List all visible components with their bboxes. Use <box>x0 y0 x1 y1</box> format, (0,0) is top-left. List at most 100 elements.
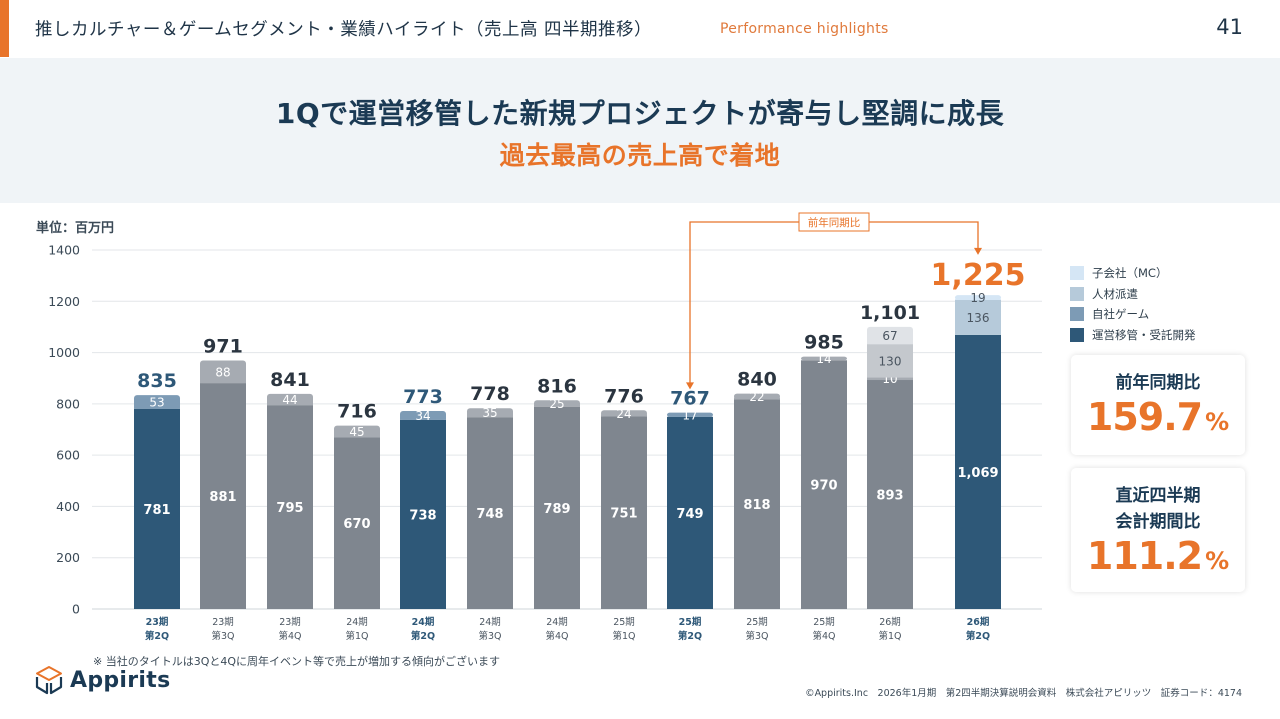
bar-segment-運営移管・受託開発 <box>334 437 380 609</box>
legend-label: 自社ゲーム <box>1092 307 1150 322</box>
bar-segment-fill <box>400 415 446 420</box>
kpi-label: 前年同期比 <box>1115 373 1201 393</box>
bar-total-label: 716 <box>337 401 377 423</box>
annotation-box <box>798 212 870 232</box>
bar-value-label: 34 <box>415 409 430 423</box>
kpi-value: 111.2% <box>1071 535 1245 582</box>
bar-total-label: 971 <box>203 336 243 358</box>
bar-segment-運営移管・受託開発 <box>467 417 513 609</box>
kpi-card-yoy: 前年同期比 159.7% <box>1071 355 1245 455</box>
logo-text: Appirits <box>70 667 171 693</box>
yoy-annotation: 前年同期比 <box>686 212 982 390</box>
x-tick-label-period: 24期 <box>546 617 568 628</box>
bar-value-label: 738 <box>409 508 436 523</box>
kpi-number: 111.2 <box>1086 534 1203 578</box>
slide-header: 推しカルチャー＆ゲームセグメント・業績ハイライト（売上高 四半期推移） Perf… <box>0 0 1280 58</box>
bar-segment-運営移管・受託開発 <box>801 360 847 609</box>
bar-value-label: 25 <box>549 397 564 411</box>
x-tick-label-quarter: 第2Q <box>678 630 702 642</box>
bar-segment-人材派遣 <box>867 344 913 378</box>
bar-value-label: 749 <box>676 507 703 522</box>
slide-subtitle: Performance highlights <box>720 21 889 37</box>
x-tick-label-period: 26期 <box>879 617 901 628</box>
y-tick-label: 800 <box>56 396 80 411</box>
page-number: 41 <box>1216 15 1243 39</box>
x-tick-label-period: 23期 <box>146 616 169 628</box>
y-tick-label: 0 <box>72 602 80 617</box>
cube-logo-icon <box>35 666 63 695</box>
bar-total-label: 841 <box>270 369 310 391</box>
bar-value-label: 45 <box>349 425 364 439</box>
legend-label: 運営移管・受託開発 <box>1092 327 1196 342</box>
headline-primary: 1Qで運営移管した新規プロジェクトが寄与し堅調に成長 <box>275 97 1005 130</box>
kpi-value: 159.7% <box>1071 396 1245 443</box>
kpi-unit: % <box>1205 408 1230 436</box>
bar-value-label: 130 <box>879 354 902 368</box>
bar-segment-運営移管・受託開発 <box>601 416 647 609</box>
x-tick-label-quarter: 第3Q <box>478 630 501 642</box>
bar-value-label: 748 <box>476 507 503 522</box>
bar-total-label: 835 <box>137 370 177 392</box>
y-tick-label: 1000 <box>48 345 80 360</box>
unit-label: 単位：百万円 <box>36 221 115 236</box>
bar-segment-自社ゲーム <box>667 412 713 417</box>
bar-total-label: 816 <box>537 375 577 397</box>
x-tick-label-quarter: 第2Q <box>145 630 169 642</box>
x-tick-label-quarter: 第3Q <box>211 630 234 642</box>
bar-value-label: 22 <box>749 390 764 404</box>
bar-segment-運営移管・受託開発 <box>667 416 713 609</box>
bar-total-label: 1,101 <box>860 302 920 324</box>
bar-segment-fill <box>534 404 580 407</box>
bar-segment-fill <box>734 397 780 400</box>
bar-segment-fill <box>467 412 513 418</box>
x-tick-label-period: 23期 <box>279 617 301 628</box>
legend-label: 子会社（MC） <box>1092 266 1168 281</box>
x-tick-label-period: 25期 <box>813 617 835 628</box>
kpi-label-line1: 直近四半期 <box>1115 486 1201 506</box>
x-tick-label-quarter: 第1Q <box>345 630 368 642</box>
y-axis-ticks: 0 200 400 600 800 1000 1200 1400 <box>48 243 80 617</box>
legend-label: 人材派遣 <box>1092 286 1138 301</box>
bar-segment-運営移管・受託開発 <box>200 383 246 609</box>
arrow-head-icon <box>686 382 694 390</box>
bar-value-label: 136 <box>967 311 990 325</box>
bar-value-label: 17 <box>682 408 697 422</box>
x-tick-label-quarter: 第4Q <box>278 630 301 642</box>
headline-banner: 1Qで運営移管した新規プロジェクトが寄与し堅調に成長 過去最高の売上高で着地 <box>0 58 1280 203</box>
bar-value-label: 751 <box>610 507 637 522</box>
y-tick-label: 600 <box>56 448 80 463</box>
bar-value-label: 44 <box>282 393 297 407</box>
header-accent-bar <box>0 0 9 57</box>
bar-segment-運営移管・受託開発 <box>400 419 446 609</box>
legend-swatch <box>1070 286 1084 301</box>
bar-stack: 781 53 835 <box>134 370 180 609</box>
x-tick-label-quarter: 第1Q <box>612 630 635 642</box>
x-tick-label-period: 23期 <box>212 617 234 628</box>
bar-segment-fill <box>267 397 313 406</box>
x-tick-label-quarter: 第4Q <box>545 630 568 642</box>
bar-value-label: 14 <box>816 352 831 366</box>
bar-value-label: 789 <box>543 502 570 517</box>
x-tick-label-period: 26期 <box>967 616 990 628</box>
legend-item-operation: 運営移管・受託開発 <box>1070 325 1196 346</box>
x-tick-label-quarter: 第2Q <box>966 630 990 642</box>
x-tick-label-period: 24期 <box>412 616 435 628</box>
bar-segment-fill <box>867 330 913 345</box>
bar-value-label: 67 <box>882 329 897 343</box>
kpi-label-line2: 会計期間比 <box>1115 512 1201 532</box>
x-tick-label-quarter: 第1Q <box>878 630 901 642</box>
x-tick-label-period: 24期 <box>346 617 368 628</box>
bar-segment-fill <box>601 414 647 417</box>
bar-segment-自社ゲーム <box>867 377 913 381</box>
x-tick-label-quarter: 第2Q <box>411 630 435 642</box>
bar-segment-運営移管・受託開発 <box>955 334 1001 609</box>
bar-value-label: 53 <box>149 395 164 409</box>
bar-segment-fill <box>955 299 1001 301</box>
